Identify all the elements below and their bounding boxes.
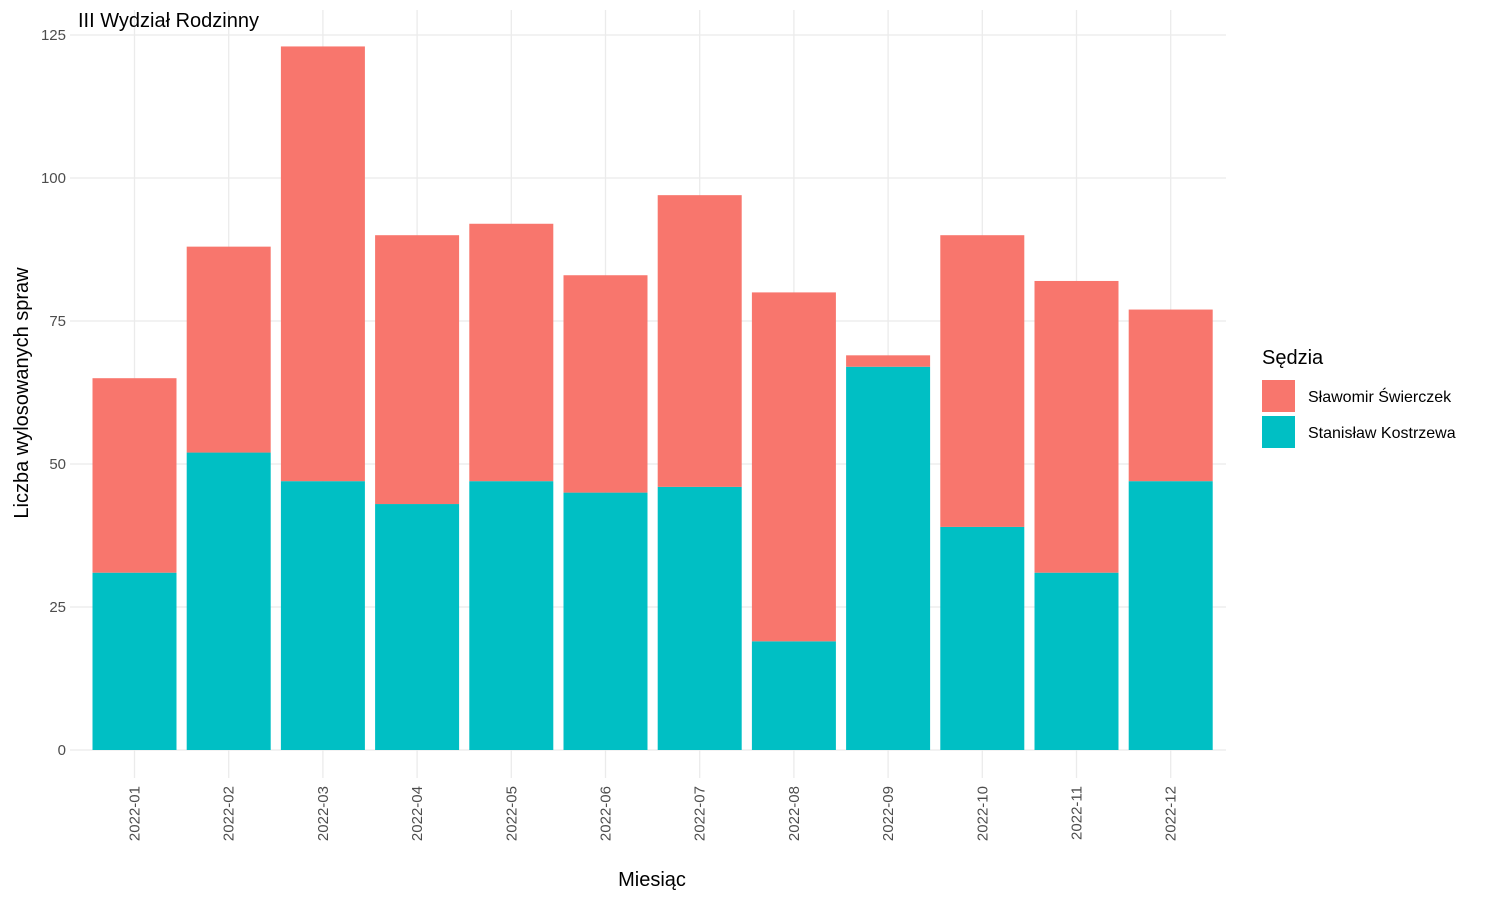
y-tick-label: 50	[49, 456, 66, 473]
x-tick-label: 2022-10	[974, 786, 991, 841]
x-axis-title: Miesiąc	[618, 869, 686, 891]
bar-segment	[563, 275, 648, 493]
x-tick-label: 2022-02	[221, 786, 238, 841]
bar-segment	[280, 481, 365, 750]
y-tick-label: 25	[49, 599, 66, 616]
legend-key	[1262, 380, 1295, 412]
y-tick-label: 0	[58, 742, 66, 759]
bar-segment	[940, 235, 1025, 527]
x-tick-label: 2022-03	[315, 786, 332, 841]
x-tick-label: 2022-08	[786, 786, 803, 841]
bar-segment	[186, 452, 271, 750]
bar-segment	[751, 641, 836, 750]
y-tick-label: 125	[41, 27, 66, 44]
legend-label: Sławomir Świerczek	[1308, 387, 1452, 406]
legend-key	[1262, 416, 1295, 448]
bar-segment	[563, 492, 648, 750]
x-tick-label: 2022-07	[692, 786, 709, 841]
x-tick-label: 2022-04	[409, 786, 426, 841]
bar-segment	[375, 235, 460, 505]
bar-segment	[1034, 572, 1119, 750]
legend-label: Stanisław Kostrzewa	[1308, 425, 1456, 442]
bar-segment	[940, 526, 1025, 750]
bars	[92, 46, 1213, 750]
y-tick-label: 100	[41, 170, 66, 187]
bar-segment	[846, 355, 931, 367]
x-tick-label: 2022-06	[598, 786, 615, 841]
bar-segment	[469, 481, 554, 750]
bar-segment	[375, 504, 460, 750]
bar-segment	[92, 572, 177, 750]
bar-segment	[1034, 280, 1119, 573]
x-tick-label: 2022-01	[127, 786, 144, 841]
bar-segment	[92, 378, 177, 573]
bar-segment	[280, 46, 365, 482]
x-tick-label: 2022-12	[1163, 786, 1180, 841]
x-tick-label: 2022-05	[503, 786, 520, 841]
y-axis: 0 25 50 75 100 125	[41, 27, 66, 759]
bar-segment	[186, 246, 271, 453]
bar-segment	[469, 223, 554, 482]
bar-segment	[657, 195, 742, 487]
bar-segment	[1128, 481, 1213, 750]
x-tick-label: 2022-11	[1069, 786, 1086, 840]
y-tick-label: 75	[49, 313, 66, 330]
legend-title: Sędzia	[1262, 347, 1324, 369]
x-axis: 2022-01 2022-02 2022-03 2022-04 2022-05 2022-…	[127, 786, 1180, 841]
chart-title: III Wydział Rodzinny	[78, 10, 259, 32]
y-axis-title: Liczba wylosowanych spraw	[11, 267, 33, 519]
x-tick-label: 2022-09	[880, 786, 897, 841]
legend: Sędzia Sławomir Świerczek Stanisław Kostr…	[1262, 347, 1456, 448]
bar-segment	[846, 366, 931, 750]
bar-segment	[751, 292, 836, 642]
bar-segment	[1128, 309, 1213, 482]
bar-segment	[657, 486, 742, 750]
